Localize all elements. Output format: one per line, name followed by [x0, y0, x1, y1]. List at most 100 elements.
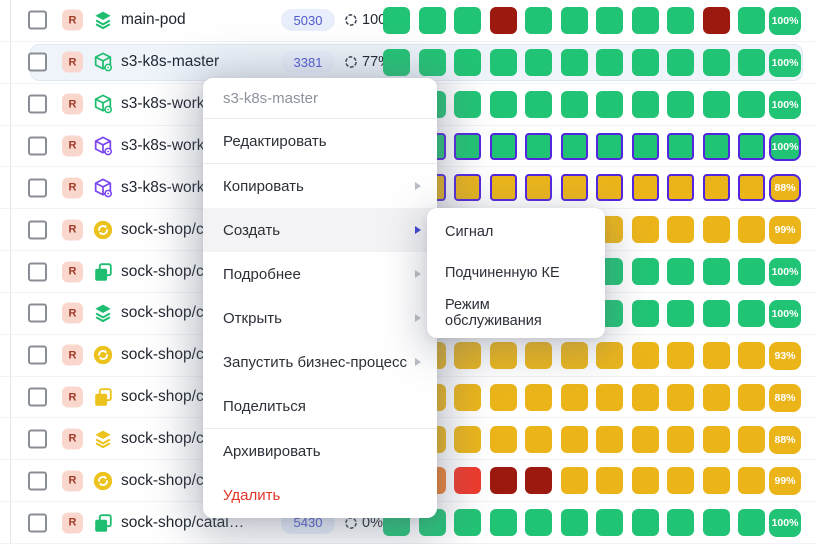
heat-tile[interactable]	[454, 48, 481, 76]
heat-tile[interactable]	[454, 383, 481, 411]
heat-tile[interactable]	[702, 509, 730, 537]
menu-item-details[interactable]: Подробнее	[203, 252, 437, 296]
heat-tile[interactable]	[702, 216, 730, 244]
heat-tile[interactable]	[560, 509, 588, 537]
submenu-item-signal[interactable]: Сигнал	[445, 224, 494, 241]
heat-tile[interactable]	[489, 132, 517, 160]
submenu-item-child-ci[interactable]: Подчиненную КЕ	[445, 264, 560, 281]
health-score-badge[interactable]: 100%	[769, 7, 801, 35]
menu-item-create[interactable]: Создать	[203, 208, 437, 252]
heat-tile[interactable]	[454, 509, 481, 537]
heat-tile[interactable]	[489, 509, 517, 537]
heat-tile[interactable]	[667, 216, 694, 244]
heat-tile[interactable]	[667, 425, 694, 453]
heat-tile[interactable]	[454, 7, 481, 34]
heat-tile[interactable]	[631, 383, 659, 411]
heat-tile[interactable]	[560, 132, 588, 160]
heat-tile[interactable]	[631, 174, 659, 202]
health-score-badge[interactable]: 93%	[769, 341, 801, 370]
row-checkbox[interactable]	[28, 513, 47, 533]
heat-tile[interactable]	[667, 299, 694, 327]
heat-tile[interactable]	[454, 341, 481, 369]
heat-tile[interactable]	[631, 132, 659, 160]
heat-tile[interactable]	[702, 7, 730, 34]
heat-tile[interactable]	[454, 90, 481, 118]
row-checkbox[interactable]	[28, 387, 47, 407]
heat-tile[interactable]	[418, 48, 446, 76]
heat-tile[interactable]	[525, 341, 552, 369]
heat-tile[interactable]	[454, 425, 481, 453]
heat-tile[interactable]	[738, 467, 765, 495]
heat-tile[interactable]	[454, 174, 481, 202]
heat-tile[interactable]	[489, 90, 517, 118]
heat-tile[interactable]	[596, 48, 623, 76]
heat-tile[interactable]	[560, 174, 588, 202]
heat-tile[interactable]	[667, 383, 694, 411]
heat-tile[interactable]	[454, 132, 481, 160]
heat-tile[interactable]	[631, 258, 659, 286]
heat-tile[interactable]	[489, 383, 517, 411]
heat-tile[interactable]	[702, 90, 730, 118]
heat-tile[interactable]	[738, 383, 765, 411]
heat-tile[interactable]	[702, 341, 730, 369]
heat-tile[interactable]	[596, 383, 623, 411]
heat-tile[interactable]	[738, 7, 765, 34]
health-score-badge[interactable]: 100%	[769, 132, 801, 161]
health-score-badge[interactable]: 88%	[769, 425, 801, 454]
heat-tile[interactable]	[702, 299, 730, 327]
heat-tile[interactable]	[525, 132, 552, 160]
heat-tile[interactable]	[702, 132, 730, 160]
heat-tile[interactable]	[631, 467, 659, 495]
row-checkbox[interactable]	[28, 220, 47, 240]
submenu-item-maintenance-mode[interactable]: Режим обслуживания	[445, 297, 542, 330]
heat-tile[interactable]	[667, 467, 694, 495]
row-checkbox[interactable]	[28, 178, 47, 198]
menu-item-share[interactable]: Поделиться	[203, 384, 437, 428]
menu-item-run-business-process[interactable]: Запустить бизнес-процесс	[203, 340, 437, 384]
row-checkbox[interactable]	[28, 136, 47, 156]
heat-tile[interactable]	[702, 383, 730, 411]
heat-tile[interactable]	[525, 383, 552, 411]
heat-tile[interactable]	[383, 7, 410, 34]
heat-tile[interactable]	[667, 509, 694, 537]
heat-tile[interactable]	[702, 258, 730, 286]
health-score-badge[interactable]: 100%	[769, 258, 801, 287]
entity-name[interactable]: main-pod	[121, 11, 186, 29]
heat-tile[interactable]	[702, 467, 730, 495]
heat-tile[interactable]	[596, 467, 623, 495]
menu-item-edit[interactable]: Редактировать	[203, 119, 437, 163]
heat-tile[interactable]	[560, 425, 588, 453]
heat-tile[interactable]	[560, 467, 588, 495]
heat-tile[interactable]	[525, 90, 552, 118]
heat-tile[interactable]	[418, 7, 446, 34]
heat-tile[interactable]	[489, 7, 517, 34]
heat-tile[interactable]	[525, 7, 552, 34]
heat-tile[interactable]	[738, 132, 765, 160]
heat-tile[interactable]	[489, 425, 517, 453]
heat-tile[interactable]	[631, 299, 659, 327]
health-score-badge[interactable]: 99%	[769, 467, 801, 496]
heat-tile[interactable]	[525, 509, 552, 537]
heat-tile[interactable]	[596, 425, 623, 453]
heat-tile[interactable]	[702, 48, 730, 76]
heat-tile[interactable]	[560, 90, 588, 118]
entity-name[interactable]: s3-k8s-master	[121, 53, 220, 71]
health-score-badge[interactable]: 88%	[769, 174, 801, 203]
heat-tile[interactable]	[631, 7, 659, 34]
row-checkbox[interactable]	[28, 262, 47, 282]
heat-tile[interactable]	[525, 174, 552, 202]
row-checkbox[interactable]	[28, 52, 47, 72]
row-checkbox[interactable]	[28, 471, 47, 491]
heat-tile[interactable]	[738, 258, 765, 286]
row-checkbox[interactable]	[28, 345, 47, 365]
heat-tile[interactable]	[738, 90, 765, 118]
heat-tile[interactable]	[525, 48, 552, 76]
heat-tile[interactable]	[631, 341, 659, 369]
heat-tile[interactable]	[631, 216, 659, 244]
menu-item-copy[interactable]: Копировать	[203, 164, 437, 208]
row-checkbox[interactable]	[28, 429, 47, 449]
heat-tile[interactable]	[667, 132, 694, 160]
heat-tile[interactable]	[596, 132, 623, 160]
heat-tile[interactable]	[596, 90, 623, 118]
menu-item-delete[interactable]: Удалить	[203, 473, 437, 517]
